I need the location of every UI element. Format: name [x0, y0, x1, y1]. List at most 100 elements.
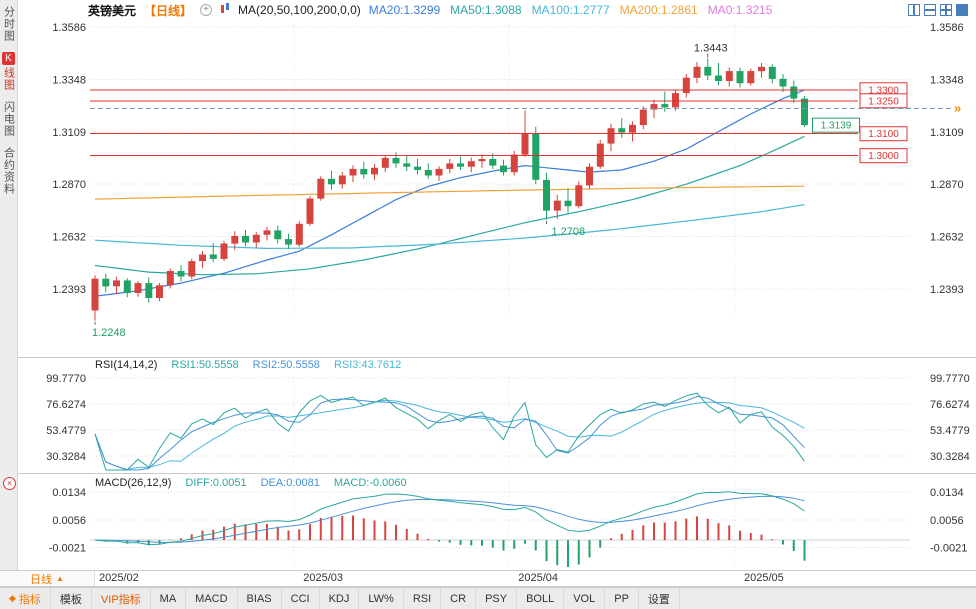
chevron-up-icon: ▲ [56, 574, 64, 583]
svg-text:1.3109: 1.3109 [52, 127, 86, 139]
svg-text:1.3000: 1.3000 [868, 151, 899, 162]
svg-text:30.3284: 30.3284 [930, 451, 970, 463]
macd-indicator-header: MACD(26,12,9) DIFF:0.0051 DEA:0.0081 MAC… [95, 477, 407, 489]
svg-text:1.3300: 1.3300 [868, 85, 899, 96]
toolbar-item-indicators[interactable]: ◆ 指标 [0, 588, 51, 609]
ma-line-MA50 [94, 135, 805, 276]
rsi2-value: RSI2:50.5558 [252, 359, 320, 371]
svg-text:0.0134: 0.0134 [930, 487, 964, 499]
x-axis-label: 2025/05 [744, 572, 784, 584]
kline-icon: K [2, 52, 15, 65]
svg-text:1.2870: 1.2870 [52, 179, 86, 191]
toolbar-item-cr[interactable]: CR [441, 588, 477, 609]
rsi-formula: RSI(14,14,2) [95, 359, 158, 371]
x-axis-bar: 日线 ▲ 2025/02 2025/03 2025/04 2025/05 [0, 570, 976, 587]
svg-text:1.3109: 1.3109 [930, 127, 964, 139]
x-axis-label: 2025/02 [99, 572, 139, 584]
svg-text:»: » [954, 100, 961, 115]
diamond-icon: ◆ [9, 593, 16, 603]
add-compare-icon[interactable]: + [200, 4, 213, 16]
sidebar-item-contract-info[interactable]: 合约资料 [2, 147, 15, 195]
toolbar-item-vol[interactable]: VOL [564, 588, 606, 609]
last-price-tag: 1.3139 [812, 117, 860, 133]
svg-text:1.2393: 1.2393 [52, 284, 86, 296]
candlestick-mini-icon [220, 2, 230, 18]
timeframe-tab[interactable]: 日线 ▲ [0, 571, 95, 586]
svg-text:-0.0021: -0.0021 [49, 543, 86, 555]
rsi3-value: RSI3:43.7612 [333, 359, 402, 371]
price-annotations: 1.3443 1.2248 1.2708 [92, 42, 728, 338]
svg-text:76.6274: 76.6274 [930, 399, 970, 411]
svg-text:1.3586: 1.3586 [52, 22, 86, 34]
svg-text:53.4779: 53.4779 [46, 425, 86, 437]
ma-line-MA20 [94, 89, 805, 297]
sidebar-item-kline-chart[interactable]: K 线图 [2, 52, 15, 91]
rsi2-line [94, 395, 805, 471]
toolbar-item-settings[interactable]: 设置 [639, 588, 680, 609]
toolbar-item-bias[interactable]: BIAS [238, 588, 282, 609]
sidebar-item-time-chart[interactable]: 分时图 [2, 6, 15, 42]
toolbar-item-templates[interactable]: 模板 [51, 588, 92, 609]
layout-grid-icon[interactable] [940, 4, 952, 16]
rsi1-line [94, 392, 805, 471]
ma-value-MA100: MA100:1.2777 [531, 3, 610, 17]
svg-text:1.2708: 1.2708 [552, 226, 586, 238]
svg-text:53.4779: 53.4779 [930, 425, 970, 437]
indicator-remove-icon[interactable]: × [3, 477, 16, 490]
svg-text:1.3139: 1.3139 [821, 121, 852, 132]
toolbar-item-macd[interactable]: MACD [186, 588, 238, 609]
sidebar-item-lightning-chart[interactable]: 闪电图 [2, 101, 15, 137]
toolbar-item-rsi[interactable]: RSI [404, 588, 442, 609]
x-axis-label: 2025/03 [303, 572, 344, 584]
toolbar-item-pp[interactable]: PP [605, 588, 639, 609]
ma-line-MA100 [94, 204, 805, 250]
x-axis-label: 2025/04 [518, 572, 559, 584]
svg-text:0.0056: 0.0056 [52, 515, 86, 527]
chart-type-sidebar: 分时图 K 线图闪电图合约资料 [0, 0, 18, 570]
indicator-toolbar: ◆ 指标 模板 VIP指标 MA MACD BIAS CCI KDJ LW% RSI CR PSY BOL… [0, 587, 976, 609]
layout-split-horizontal-icon[interactable] [924, 4, 936, 16]
toolbar-item-lw[interactable]: LW% [359, 588, 404, 609]
timeframe-tab-label: 日线 [30, 573, 53, 586]
dea-value: DEA:0.0081 [260, 477, 320, 489]
candlestick-series[interactable] [91, 58, 809, 321]
ma-value-MA200: MA200:1.2861 [619, 3, 698, 17]
svg-text:1.3586: 1.3586 [930, 22, 964, 34]
svg-text:1.2632: 1.2632 [52, 232, 86, 244]
chart-header: 英镑美元 【日线】 + MA(20,50,100,200,0,0) MA20:1… [18, 0, 976, 20]
svg-text:1.2248: 1.2248 [92, 327, 126, 339]
dea-line [94, 495, 805, 543]
diff-line [94, 491, 805, 546]
macd-histogram [94, 515, 806, 567]
rsi-panel[interactable]: 99.7770 99.7770 76.6274 76.6274 53.4779 53.47… [46, 373, 970, 471]
toolbar-item-ma[interactable]: MA [151, 588, 187, 609]
macd-formula: MACD(26,12,9) [95, 477, 172, 489]
rsi1-value: RSI1:50.5558 [171, 359, 239, 371]
toolbar-item-psy[interactable]: PSY [476, 588, 518, 609]
svg-text:99.7770: 99.7770 [930, 373, 970, 385]
toolbar-item-boll[interactable]: BOLL [517, 588, 565, 609]
rsi-indicator-header: RSI(14,14,2) RSI1:50.5558 RSI2:50.5558 R… [95, 359, 401, 371]
macd-panel[interactable]: 0.0134 0.0134 0.0056 0.0056 -0.0021 -0.0021 [49, 487, 968, 567]
timeframe-label: 【日线】 [144, 3, 193, 18]
main-gridlines: 1.3586 1.3586 1.3348 1.3348 1.3109 1.3109 1.28… [52, 22, 964, 566]
ma-lines [94, 89, 805, 297]
macd-value: MACD:-0.0060 [333, 477, 407, 489]
layout-split-vertical-icon[interactable] [908, 4, 920, 16]
toolbar-item-vip-indicators[interactable]: VIP指标 [92, 588, 151, 609]
layout-single-icon[interactable] [956, 4, 968, 16]
svg-text:1.3443: 1.3443 [694, 42, 728, 54]
toolbar-item-cci[interactable]: CCI [282, 588, 320, 609]
toolbar-item-kdj[interactable]: KDJ [320, 588, 360, 609]
svg-text:0.0056: 0.0056 [930, 515, 964, 527]
ma-value-MA0: MA0:1.3215 [707, 3, 773, 17]
svg-text:30.3284: 30.3284 [46, 451, 86, 463]
layout-icons [908, 4, 968, 16]
svg-text:99.7770: 99.7770 [46, 373, 86, 385]
rsi3-line [94, 399, 805, 471]
svg-text:76.6274: 76.6274 [46, 399, 86, 411]
svg-text:1.2870: 1.2870 [930, 179, 964, 191]
svg-text:1.3348: 1.3348 [930, 74, 964, 86]
